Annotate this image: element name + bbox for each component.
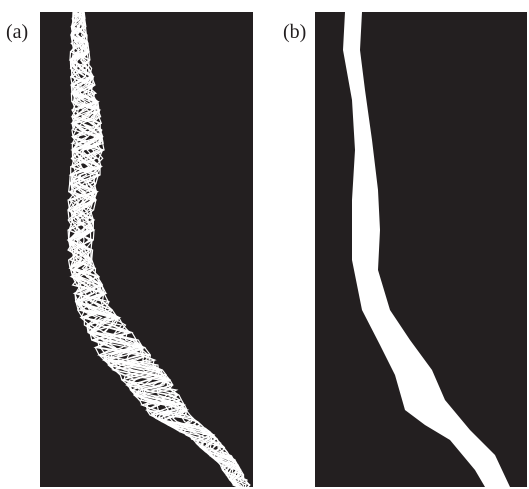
panel-label: (b) bbox=[283, 21, 306, 43]
page: (a) (b) (() => { const data = JSON.parse… bbox=[0, 0, 529, 489]
figure: (a) (b) bbox=[0, 0, 529, 489]
panel-label: (a) bbox=[6, 21, 28, 43]
